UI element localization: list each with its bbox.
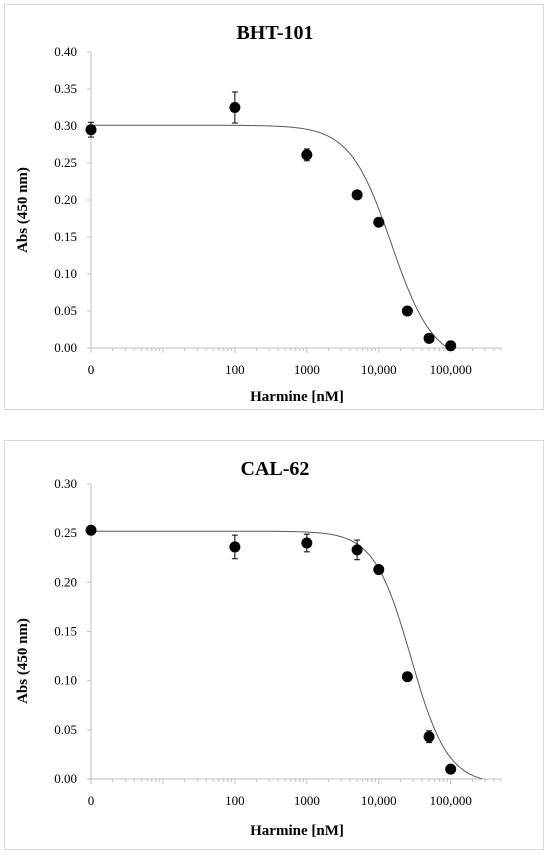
data-point xyxy=(445,340,457,352)
data-point xyxy=(85,124,97,136)
data-point xyxy=(301,537,313,549)
y-tick-label: 0.20 xyxy=(54,574,77,589)
data-point xyxy=(401,305,413,317)
data-point xyxy=(401,671,413,683)
x-tick-label: 100 xyxy=(225,793,245,808)
chart-panel-cal-62: CAL-62 Harmine [nM] Abs (450 nm) 0.00 0.0… xyxy=(4,440,544,850)
chart-panel-bht-101: BHT-101 Harmine [nM] Abs (450 nm) 0.00 0.… xyxy=(4,4,544,410)
y-tick-label: 0.05 xyxy=(54,303,77,318)
y-tick-label: 0.15 xyxy=(54,229,77,244)
data-point xyxy=(373,216,385,228)
chart-title: BHT-101 xyxy=(236,22,313,44)
x-tick-label: 0 xyxy=(88,793,95,808)
x-tick-label: 1000 xyxy=(294,793,320,808)
y-axis-title: Abs (450 nm) xyxy=(15,167,31,253)
cal-62-chart: CAL-62 Harmine [nM] Abs (450 nm) 0.00 0.0… xyxy=(15,458,502,839)
data-point xyxy=(85,524,97,536)
y-tick-label: 0.15 xyxy=(54,624,77,639)
fit-curve-line xyxy=(91,124,447,348)
fit-curve-line xyxy=(91,530,483,780)
y-tick-label: 0.10 xyxy=(54,266,77,281)
y-tick-label: 0.00 xyxy=(54,771,77,786)
y-tick-label: 0.40 xyxy=(54,44,77,59)
data-point xyxy=(351,189,363,201)
x-axis-title: Harmine [nM] xyxy=(250,389,344,405)
data-point xyxy=(229,102,241,113)
x-tick-label: 100,000 xyxy=(430,362,472,377)
data-point xyxy=(423,731,435,743)
y-tick-label: 0.20 xyxy=(54,192,77,207)
x-tick-label: 10,000 xyxy=(361,793,397,808)
data-point xyxy=(301,149,313,161)
bht-101-chart: BHT-101 Harmine [nM] Abs (450 nm) 0.00 0.… xyxy=(15,22,502,405)
x-tick-label: 0 xyxy=(88,362,95,377)
y-tick-label: 0.10 xyxy=(54,673,77,688)
x-tick-label: 100,000 xyxy=(430,793,472,808)
y-tick-label: 0.25 xyxy=(54,155,77,170)
data-point xyxy=(445,763,457,775)
data-point xyxy=(423,332,435,344)
y-tick-label: 0.05 xyxy=(54,722,77,737)
y-tick-label: 0.30 xyxy=(54,476,77,491)
data-point xyxy=(229,541,241,553)
x-tick-label: 1000 xyxy=(294,362,320,377)
y-tick-label: 0.00 xyxy=(54,340,77,355)
x-axis-title: Harmine [nM] xyxy=(250,823,344,839)
data-point xyxy=(351,544,363,556)
y-axis-title: Abs (450 nm) xyxy=(15,618,31,704)
y-tick-label: 0.30 xyxy=(54,118,77,133)
y-tick-label: 0.35 xyxy=(54,81,77,96)
y-tick-label: 0.25 xyxy=(54,525,77,540)
x-tick-label: 100 xyxy=(225,362,245,377)
x-tick-label: 10,000 xyxy=(361,362,397,377)
data-point xyxy=(373,564,385,576)
chart-title: CAL-62 xyxy=(241,458,310,480)
